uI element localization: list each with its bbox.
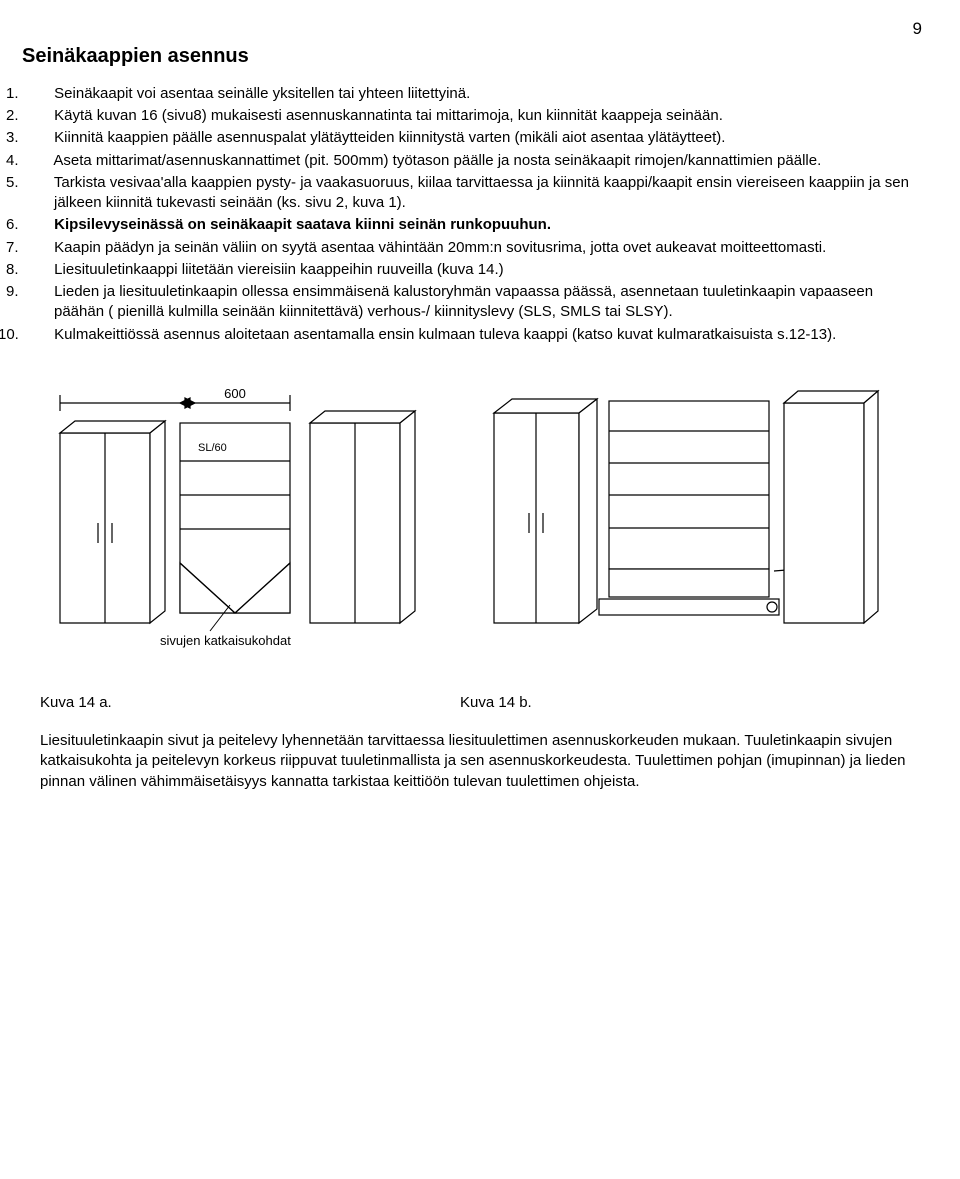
- list-item: 2. Käytä kuvan 16 (sivu8) mukaisesti ase…: [30, 106, 922, 126]
- item-number: 2.: [30, 106, 50, 126]
- item-number: 3.: [30, 128, 50, 148]
- item-text: Kaapin päädyn ja seinän väliin on syytä …: [54, 239, 826, 256]
- figures-row: 600 SL/60: [40, 373, 922, 653]
- list-item: 3. Kiinnitä kaappien päälle asennuspalat…: [30, 128, 922, 148]
- item-number: 10.: [30, 325, 50, 345]
- svg-text:sivujen katkaisukohdat: sivujen katkaisukohdat: [160, 633, 291, 648]
- svg-text:600: 600: [224, 386, 246, 401]
- page-title: Seinäkaappien asennus: [22, 43, 922, 70]
- body-paragraph: Liesituuletinkaapin sivut ja peitelevy l…: [40, 731, 912, 792]
- item-text: Kipsilevyseinässä on seinäkaapit saatava…: [54, 216, 551, 233]
- item-text: Lieden ja liesituuletinkaapin ollessa en…: [54, 283, 873, 320]
- page-number: 9: [22, 18, 922, 41]
- list-item: 10. Kulmakeittiössä asennus aloitetaan a…: [30, 325, 922, 345]
- item-text: Tarkista vesivaa'alla kaappien pysty- ja…: [54, 174, 909, 211]
- figure-captions: Kuva 14 a. Kuva 14 b.: [40, 693, 922, 713]
- instruction-list: 1. Seinäkaapit voi asentaa seinälle yksi…: [30, 84, 922, 345]
- list-item: 1. Seinäkaapit voi asentaa seinälle yksi…: [30, 84, 922, 104]
- item-number: 1.: [30, 84, 50, 104]
- item-number: 5.: [30, 173, 50, 193]
- item-number: 7.: [30, 238, 50, 258]
- list-item: 8. Liesituuletinkaappi liitetään viereis…: [30, 260, 922, 280]
- item-text: Käytä kuvan 16 (sivu8) mukaisesti asennu…: [54, 107, 723, 124]
- list-item: 5. Tarkista vesivaa'alla kaappien pysty-…: [30, 173, 922, 214]
- cabinet-diagram-a-icon: 600 SL/60: [40, 373, 440, 653]
- list-item: 6. Kipsilevyseinässä on seinäkaapit saat…: [30, 215, 922, 235]
- item-number: 4.: [30, 151, 50, 171]
- item-text: Kiinnitä kaappien päälle asennuspalat yl…: [54, 129, 725, 146]
- figure-14b: peitelevy liesituuletin: [484, 373, 884, 653]
- item-number: 8.: [30, 260, 50, 280]
- svg-text:SL/60: SL/60: [198, 442, 227, 454]
- caption-14a: Kuva 14 a.: [40, 693, 460, 713]
- figure-14a: 600 SL/60: [40, 373, 440, 653]
- item-text: Kulmakeittiössä asennus aloitetaan asent…: [54, 326, 836, 343]
- cabinet-diagram-b-icon: peitelevy liesituuletin: [484, 373, 884, 653]
- item-number: 6.: [30, 215, 50, 235]
- list-item: 9. Lieden ja liesituuletinkaapin ollessa…: [30, 282, 922, 323]
- list-item: 4. Aseta mittarimat/asennuskannattimet (…: [30, 151, 922, 171]
- caption-14b: Kuva 14 b.: [460, 693, 532, 713]
- item-number: 9.: [30, 282, 50, 302]
- item-text: Liesituuletinkaappi liitetään viereisiin…: [54, 261, 503, 278]
- item-text: Seinäkaapit voi asentaa seinälle yksitel…: [54, 85, 470, 102]
- item-text: Aseta mittarimat/asennuskannattimet (pit…: [53, 152, 821, 169]
- list-item: 7. Kaapin päädyn ja seinän väliin on syy…: [30, 238, 922, 258]
